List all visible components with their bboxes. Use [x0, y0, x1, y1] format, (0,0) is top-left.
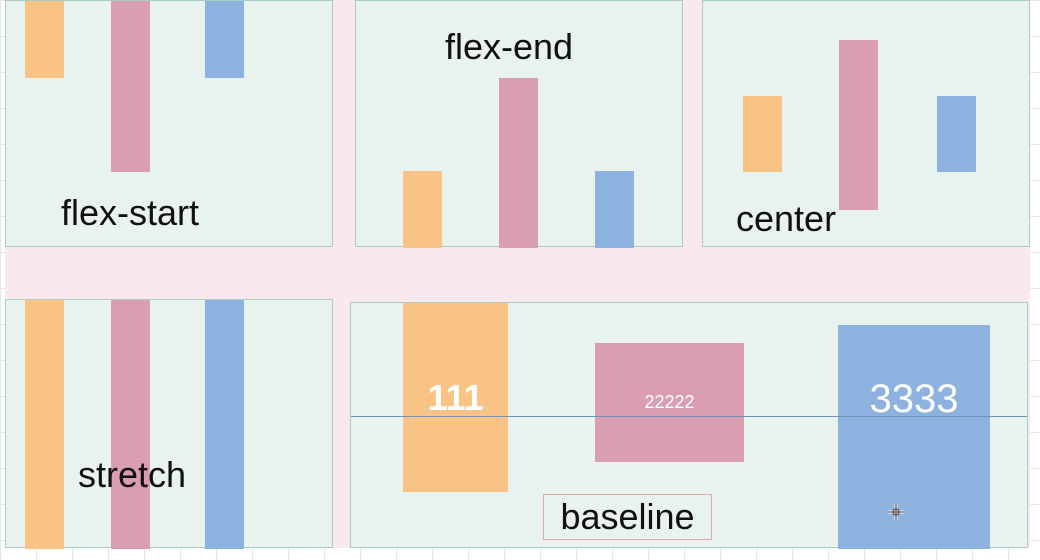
baseline-panel: 111 22222 3333 baseline	[350, 302, 1028, 549]
flex-start-item-1	[25, 1, 64, 78]
crosshair-cursor-icon	[887, 503, 905, 521]
baseline-item-1: 111	[403, 303, 508, 492]
center-panel: center	[702, 0, 1030, 247]
baseline-label: baseline	[543, 494, 712, 540]
baseline-item-2-text: 22222	[644, 392, 695, 412]
center-item-1	[743, 96, 782, 172]
center-label: center	[736, 198, 837, 239]
stretch-item-1	[25, 300, 64, 549]
stretch-label: stretch	[78, 454, 187, 495]
baseline-item-3-text: 3333	[869, 377, 959, 421]
flex-end-item-2	[499, 78, 538, 248]
baseline-guide-line	[351, 416, 1027, 417]
flex-end-item-1	[403, 171, 442, 248]
center-item-2	[839, 40, 878, 210]
flex-start-label: flex-start	[61, 192, 200, 233]
baseline-item-1-text: 111	[427, 376, 484, 418]
stretch-panel: stretch	[5, 299, 333, 549]
baseline-item-2: 22222	[595, 343, 744, 462]
flex-start-item-3	[205, 1, 244, 78]
flex-end-label: flex-end	[445, 26, 574, 67]
flex-end-item-3	[595, 171, 634, 248]
flex-start-panel: flex-start	[5, 0, 333, 247]
flex-end-panel: flex-end	[355, 0, 683, 248]
stretch-item-2	[111, 300, 150, 549]
center-item-3	[937, 96, 976, 172]
stretch-item-3	[205, 300, 244, 549]
flex-start-item-2	[111, 1, 150, 172]
baseline-item-3: 3333	[838, 325, 990, 549]
